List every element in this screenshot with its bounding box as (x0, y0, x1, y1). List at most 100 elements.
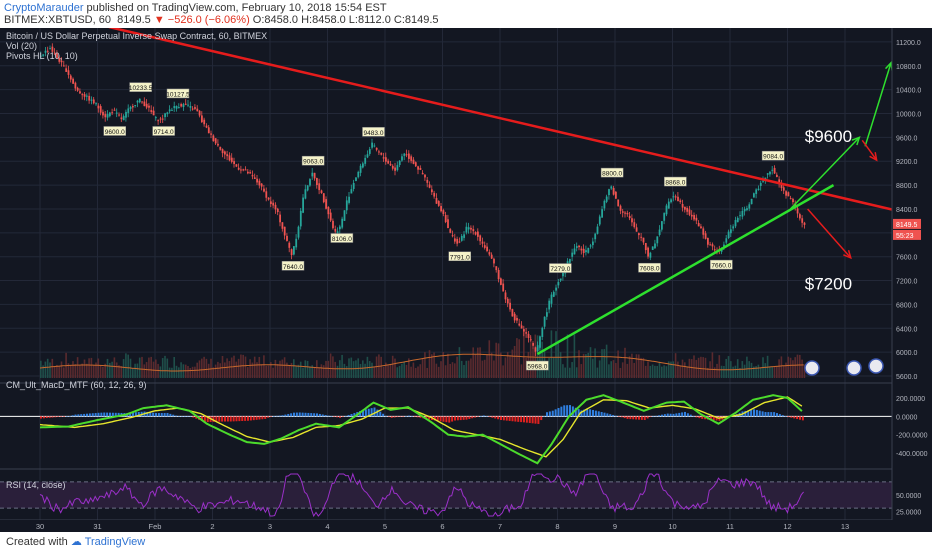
candle-body[interactable] (290, 249, 293, 256)
candle-body[interactable] (171, 109, 173, 111)
candle-body[interactable] (293, 246, 295, 255)
candle-body[interactable] (320, 190, 323, 194)
candle-body[interactable] (258, 180, 261, 186)
candle-body[interactable] (456, 238, 459, 244)
candle-body[interactable] (288, 242, 291, 248)
candle-body[interactable] (433, 192, 436, 197)
candle-body[interactable] (582, 248, 585, 254)
candle-body[interactable] (488, 252, 491, 255)
candle-body[interactable] (235, 164, 238, 167)
candle-body[interactable] (173, 106, 176, 109)
candle-body[interactable] (281, 222, 284, 229)
candle-body[interactable] (465, 226, 468, 233)
candle-body[interactable] (449, 229, 452, 233)
candle-body[interactable] (792, 198, 794, 203)
candle-body[interactable] (748, 204, 751, 209)
candle-body[interactable] (617, 199, 620, 206)
candle-body[interactable] (502, 283, 505, 292)
candle-body[interactable] (534, 347, 537, 352)
candle-body[interactable] (272, 202, 275, 206)
candle-body[interactable] (251, 175, 254, 177)
candle-body[interactable] (113, 109, 116, 111)
candle-body[interactable] (375, 147, 378, 150)
candle-body[interactable] (318, 183, 321, 191)
candle-body[interactable] (647, 247, 649, 257)
candle-body[interactable] (51, 46, 54, 52)
candle-body[interactable] (410, 156, 413, 161)
candle-body[interactable] (81, 94, 84, 96)
candle-body[interactable] (419, 167, 422, 170)
candle-body[interactable] (679, 200, 682, 203)
candle-body[interactable] (626, 212, 629, 215)
candle-body[interactable] (417, 166, 419, 170)
candle-body[interactable] (773, 167, 776, 174)
candle-body[interactable] (86, 95, 88, 97)
candle-body[interactable] (385, 157, 387, 162)
resistance-trendline[interactable] (108, 28, 903, 214)
candle-body[interactable] (405, 154, 408, 156)
tradingview-link[interactable]: TradingView (84, 536, 146, 548)
candle-body[interactable] (226, 154, 229, 157)
candle-body[interactable] (437, 200, 440, 206)
candle-body[interactable] (778, 179, 781, 183)
candle-body[interactable] (175, 106, 178, 109)
candle-body[interactable] (279, 214, 281, 223)
candle-body[interactable] (357, 171, 360, 178)
candle-body[interactable] (693, 215, 695, 220)
candle-body[interactable] (297, 226, 300, 238)
candle-body[interactable] (145, 103, 148, 108)
candle-body[interactable] (394, 167, 396, 171)
candle-body[interactable] (203, 119, 206, 125)
candle-body[interactable] (355, 177, 357, 181)
candle-body[interactable] (141, 101, 143, 103)
candle-body[interactable] (525, 332, 528, 334)
candle-body[interactable] (67, 70, 70, 75)
candle-body[interactable] (658, 229, 661, 236)
candle-body[interactable] (736, 217, 739, 223)
candle-body[interactable] (412, 159, 415, 164)
candle-body[interactable] (44, 50, 47, 53)
candle-body[interactable] (785, 191, 787, 196)
candle-body[interactable] (122, 115, 125, 121)
candle-body[interactable] (161, 118, 164, 120)
candle-body[interactable] (585, 250, 587, 253)
candle-body[interactable] (240, 169, 242, 171)
candle-body[interactable] (184, 103, 187, 105)
candle-body[interactable] (603, 200, 606, 209)
candle-body[interactable] (194, 107, 196, 109)
candle-body[interactable] (688, 209, 691, 215)
candle-body[interactable] (325, 199, 327, 209)
candle-body[interactable] (237, 167, 240, 170)
candle-body[interactable] (536, 345, 539, 352)
candle-body[interactable] (557, 282, 560, 286)
candle-body[interactable] (212, 135, 215, 142)
candle-body[interactable] (329, 212, 332, 221)
candle-body[interactable] (332, 220, 334, 229)
candle-body[interactable] (587, 247, 590, 253)
candle-body[interactable] (426, 179, 429, 183)
candle-body[interactable] (102, 111, 104, 116)
candle-body[interactable] (518, 323, 521, 326)
projection-arrows[interactable] (789, 61, 893, 260)
candle-body[interactable] (401, 156, 403, 161)
candle-body[interactable] (345, 200, 348, 211)
candle-body[interactable] (359, 165, 362, 173)
candle-body[interactable] (90, 99, 93, 101)
candle-body[interactable] (610, 186, 613, 189)
candle-body[interactable] (373, 145, 376, 147)
event-flag-icon[interactable] (846, 360, 862, 376)
candle-body[interactable] (573, 248, 576, 255)
candle-body[interactable] (789, 198, 792, 200)
candle-body[interactable] (336, 231, 339, 234)
candle-body[interactable] (477, 231, 479, 237)
candle-body[interactable] (523, 329, 525, 332)
candle-body[interactable] (467, 227, 470, 230)
candle-body[interactable] (486, 246, 488, 252)
candle-body[interactable] (787, 192, 790, 197)
event-flags[interactable] (804, 358, 884, 376)
candle-body[interactable] (490, 254, 493, 259)
candle-body[interactable] (115, 112, 118, 114)
candle-body[interactable] (187, 104, 189, 106)
candle-body[interactable] (753, 193, 755, 198)
